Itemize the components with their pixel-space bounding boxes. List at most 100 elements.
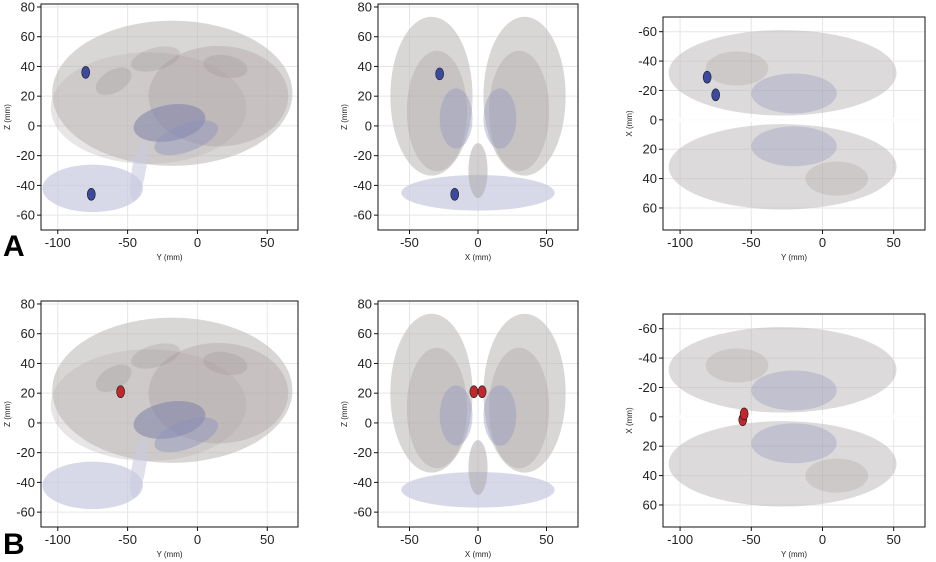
lesion-marker xyxy=(435,67,444,81)
plot-b-sagittal: -100 -50 0 50 -60 -40 -20 0 20 40 60 80 Y (mm) Z (mm) xyxy=(3,297,299,559)
y-tick-label: 0 xyxy=(650,112,657,127)
y-tick-label: 20 xyxy=(21,386,35,401)
x-tick-label: 50 xyxy=(260,532,274,547)
y-tick-label: 60 xyxy=(21,29,35,44)
y-tick-label: -20 xyxy=(638,380,657,395)
y-tick-label: -20 xyxy=(16,148,35,163)
x-axis-label: Y (mm) xyxy=(156,253,182,262)
y-tick-label: 40 xyxy=(358,356,372,371)
brain-silhouette xyxy=(390,16,566,211)
y-tick-label: 0 xyxy=(28,118,35,133)
y-tick-label: -60 xyxy=(16,505,35,520)
x-tick-label: -50 xyxy=(400,532,419,547)
brain-silhouette xyxy=(42,20,293,213)
y-axis-label: Z (mm) xyxy=(3,401,12,427)
x-axis-label: X (mm) xyxy=(465,550,492,559)
y-tick-label: 20 xyxy=(643,439,657,454)
y-tick-label: -40 xyxy=(16,178,35,193)
brain-silhouette xyxy=(663,30,925,210)
plot-frame xyxy=(40,3,299,231)
y-tick-label: -60 xyxy=(638,321,657,336)
x-tick-label: -100 xyxy=(667,532,693,547)
lesion-marker xyxy=(702,70,712,84)
lesion-marker xyxy=(477,385,487,398)
x-tick-label: 50 xyxy=(260,235,274,250)
plot-a-coronal: -50 0 50 -60 -40 -20 0 20 40 60 80 X (mm) Z (mm) xyxy=(340,0,579,262)
y-tick-label: 0 xyxy=(28,415,35,430)
y-tick-label: -60 xyxy=(638,24,657,39)
y-tick-label: -40 xyxy=(16,475,35,490)
x-tick-label: 0 xyxy=(194,235,201,250)
x-tick-label: -100 xyxy=(45,235,71,250)
lesion-marker xyxy=(739,407,749,421)
x-tick-label: 0 xyxy=(819,532,826,547)
plot-b-axial: -100 -50 0 50 -60 -40 -20 0 20 40 60 Y (mm) X (mm) xyxy=(625,313,926,559)
y-tick-label: 80 xyxy=(21,297,35,311)
panel-letter-a: A xyxy=(3,230,25,263)
brain-silhouette xyxy=(42,317,293,510)
y-tick-label: 60 xyxy=(21,326,35,341)
x-tick-label: 50 xyxy=(539,235,553,250)
y-tick-label: -20 xyxy=(353,445,372,460)
x-tick-label: 0 xyxy=(474,532,481,547)
y-tick-label: -40 xyxy=(638,351,657,366)
lesion-marker xyxy=(469,385,479,398)
y-axis-label: Z (mm) xyxy=(340,401,349,427)
x-axis-label: Y (mm) xyxy=(781,550,807,559)
lesion-marker xyxy=(86,188,96,201)
y-axis-label: X (mm) xyxy=(625,407,634,434)
y-tick-label: 20 xyxy=(358,89,372,104)
y-tick-label: 80 xyxy=(358,0,372,14)
lesion-marker xyxy=(81,66,90,79)
y-tick-label: -40 xyxy=(353,178,372,193)
plot-a-axial: -100 -50 0 50 -60 -40 -20 0 20 40 60 Y (mm) X (mm) xyxy=(625,16,926,262)
x-tick-label: -50 xyxy=(400,235,419,250)
y-tick-label: -60 xyxy=(353,505,372,520)
y-tick-label: 40 xyxy=(643,468,657,483)
y-tick-label: 40 xyxy=(643,171,657,186)
plot-b-coronal: -50 0 50 -60 -40 -20 0 20 40 60 80 X (mm) Z (mm) xyxy=(340,297,579,559)
x-tick-label: -100 xyxy=(667,235,693,250)
y-tick-label: 0 xyxy=(650,409,657,424)
y-tick-label: 20 xyxy=(358,386,372,401)
y-axis-label: Z (mm) xyxy=(340,104,349,130)
x-tick-label: 0 xyxy=(194,532,201,547)
y-axis-label: Z (mm) xyxy=(3,104,12,130)
y-tick-label: 40 xyxy=(358,59,372,74)
x-tick-label: 50 xyxy=(539,532,553,547)
y-tick-label: -60 xyxy=(16,208,35,223)
plot-frame xyxy=(662,16,926,231)
brain-silhouette xyxy=(390,313,566,508)
plot-frame xyxy=(662,313,926,528)
x-tick-label: 50 xyxy=(886,532,900,547)
y-tick-label: -20 xyxy=(353,148,372,163)
y-tick-label: -20 xyxy=(638,83,657,98)
y-tick-label: -60 xyxy=(353,208,372,223)
y-tick-label: 20 xyxy=(21,89,35,104)
lesion-marker xyxy=(711,88,720,102)
y-tick-label: 0 xyxy=(365,415,372,430)
y-tick-label: 40 xyxy=(21,356,35,371)
y-tick-label: -40 xyxy=(638,54,657,69)
x-tick-label: -50 xyxy=(118,235,137,250)
lesion-marker xyxy=(450,188,460,201)
y-tick-label: -20 xyxy=(16,445,35,460)
x-tick-label: 0 xyxy=(474,235,481,250)
x-tick-label: -50 xyxy=(742,532,761,547)
y-tick-label: 0 xyxy=(365,118,372,133)
y-tick-label: -40 xyxy=(353,475,372,490)
x-tick-label: -50 xyxy=(118,532,137,547)
y-tick-label: 80 xyxy=(21,0,35,14)
lesion-marker xyxy=(116,385,125,398)
x-tick-label: -100 xyxy=(45,532,71,547)
y-tick-label: 20 xyxy=(643,142,657,157)
y-tick-label: 60 xyxy=(643,497,657,512)
plot-frame xyxy=(40,300,299,528)
y-tick-label: 60 xyxy=(358,29,372,44)
y-axis-label: X (mm) xyxy=(625,110,634,137)
panel-letter-b: B xyxy=(3,528,25,561)
x-tick-label: 50 xyxy=(886,235,900,250)
y-tick-label: 60 xyxy=(358,326,372,341)
y-tick-label: 60 xyxy=(643,200,657,215)
brain-silhouette xyxy=(663,327,925,507)
